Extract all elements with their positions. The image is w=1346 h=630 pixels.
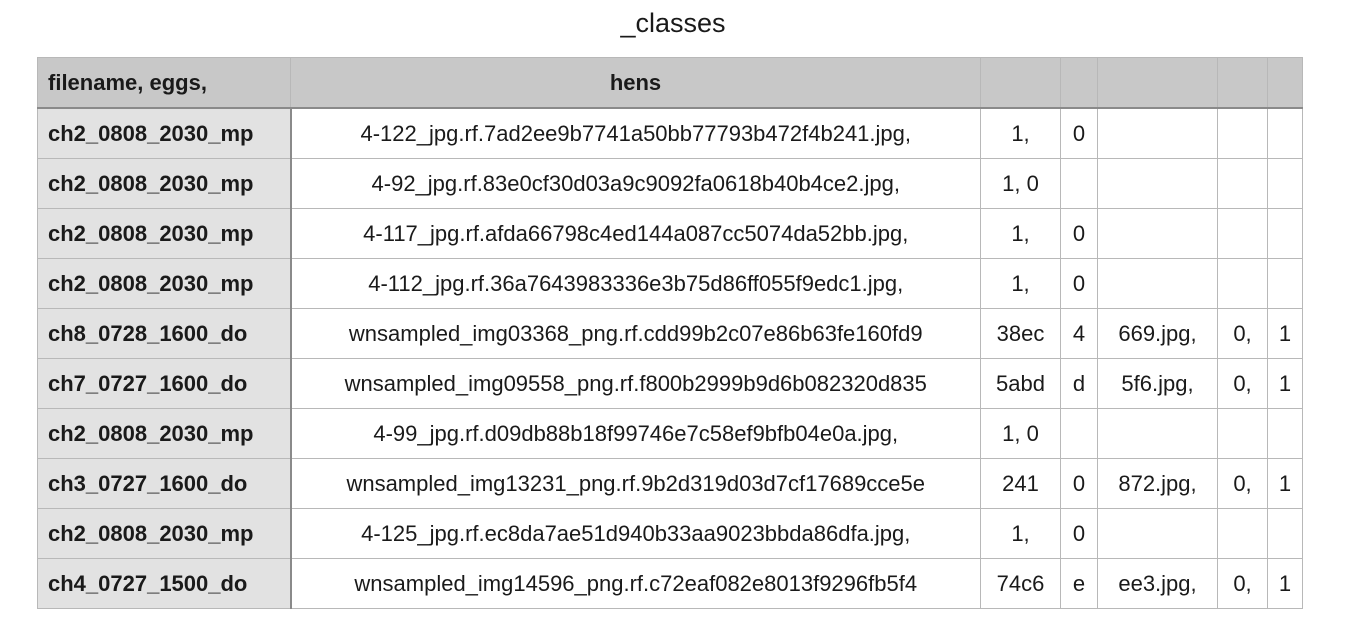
table-cell[interactable]: wnsampled_img13231_png.rf.9b2d319d03d7cf… bbox=[290, 458, 981, 509]
row-header-cell[interactable]: ch8_0728_1600_do bbox=[37, 308, 292, 359]
table-cell[interactable] bbox=[1217, 408, 1268, 459]
table-cell[interactable]: 1 bbox=[1267, 558, 1303, 609]
table-cell[interactable]: 1 bbox=[1267, 308, 1303, 359]
table-cell[interactable]: 4-99_jpg.rf.d09db88b18f99746e7c58ef9bfb0… bbox=[290, 408, 981, 459]
row-header-cell[interactable]: ch2_0808_2030_mp bbox=[37, 158, 292, 209]
table-cell[interactable]: 1, 0 bbox=[980, 158, 1061, 209]
data-table: filename, eggs, hens ch2_0808_2030_mp 4-… bbox=[37, 57, 1303, 609]
table-cell[interactable] bbox=[1097, 508, 1218, 559]
table-cell[interactable]: ee3.jpg, bbox=[1097, 558, 1218, 609]
table-row: ch2_0808_2030_mp 4-112_jpg.rf.36a7643983… bbox=[37, 258, 1303, 309]
table-cell[interactable] bbox=[1267, 258, 1303, 309]
table-cell[interactable]: 74c6 bbox=[980, 558, 1061, 609]
table-cell[interactable] bbox=[1267, 508, 1303, 559]
table-cell[interactable] bbox=[1267, 208, 1303, 259]
table-cell[interactable]: wnsampled_img09558_png.rf.f800b2999b9d6b… bbox=[290, 358, 981, 409]
table-cell[interactable] bbox=[1060, 408, 1098, 459]
table-cell[interactable] bbox=[1217, 208, 1268, 259]
table-cell[interactable]: 4-112_jpg.rf.36a7643983336e3b75d86ff055f… bbox=[290, 258, 981, 309]
table-cell[interactable]: 0, bbox=[1217, 458, 1268, 509]
table-row: ch2_0808_2030_mp 4-125_jpg.rf.ec8da7ae51… bbox=[37, 508, 1303, 559]
table-cell[interactable]: 0, bbox=[1217, 308, 1268, 359]
table-cell[interactable]: 1, bbox=[980, 508, 1061, 559]
table-cell[interactable]: 1, bbox=[980, 208, 1061, 259]
column-header[interactable]: hens bbox=[290, 57, 981, 109]
table-cell[interactable]: 4-125_jpg.rf.ec8da7ae51d940b33aa9023bbda… bbox=[290, 508, 981, 559]
table-cell[interactable]: 669.jpg, bbox=[1097, 308, 1218, 359]
column-header[interactable] bbox=[1097, 57, 1218, 109]
table-cell[interactable] bbox=[1267, 158, 1303, 209]
table-cell[interactable] bbox=[1267, 408, 1303, 459]
table-row: ch7_0727_1600_do wnsampled_img09558_png.… bbox=[37, 358, 1303, 409]
table-cell[interactable]: 4-117_jpg.rf.afda66798c4ed144a087cc5074d… bbox=[290, 208, 981, 259]
table-row: ch2_0808_2030_mp 4-92_jpg.rf.83e0cf30d03… bbox=[37, 158, 1303, 209]
table-cell[interactable]: 4 bbox=[1060, 308, 1098, 359]
table-cell[interactable]: 5f6.jpg, bbox=[1097, 358, 1218, 409]
table-cell[interactable]: 1 bbox=[1267, 458, 1303, 509]
table-cell[interactable]: 1, bbox=[980, 107, 1061, 159]
table-cell[interactable]: wnsampled_img03368_png.rf.cdd99b2c07e86b… bbox=[290, 308, 981, 359]
column-header[interactable] bbox=[980, 57, 1061, 109]
table-cell[interactable] bbox=[1217, 258, 1268, 309]
row-header-cell[interactable]: ch2_0808_2030_mp bbox=[37, 208, 292, 259]
table-cell[interactable]: 4-122_jpg.rf.7ad2ee9b7741a50bb77793b472f… bbox=[290, 107, 981, 159]
table-cell[interactable] bbox=[1217, 107, 1268, 159]
row-header-cell[interactable]: ch2_0808_2030_mp bbox=[37, 408, 292, 459]
table-cell[interactable] bbox=[1097, 107, 1218, 159]
header-row: filename, eggs, hens bbox=[37, 57, 1303, 109]
table-cell[interactable] bbox=[1097, 158, 1218, 209]
table-cell[interactable]: 0 bbox=[1060, 208, 1098, 259]
row-header-cell[interactable]: ch2_0808_2030_mp bbox=[37, 107, 292, 159]
table-cell[interactable]: wnsampled_img14596_png.rf.c72eaf082e8013… bbox=[290, 558, 981, 609]
table-cell[interactable] bbox=[1217, 158, 1268, 209]
table-cell[interactable]: 872.jpg, bbox=[1097, 458, 1218, 509]
table-row: ch8_0728_1600_do wnsampled_img03368_png.… bbox=[37, 308, 1303, 359]
column-header[interactable] bbox=[1060, 57, 1098, 109]
table-cell[interactable] bbox=[1060, 158, 1098, 209]
sheet-title: _classes bbox=[620, 8, 726, 38]
table-cell[interactable] bbox=[1097, 258, 1218, 309]
table-cell[interactable]: 0 bbox=[1060, 508, 1098, 559]
row-header-cell[interactable]: ch3_0727_1600_do bbox=[37, 458, 292, 509]
table-cell[interactable]: 4-92_jpg.rf.83e0cf30d03a9c9092fa0618b40b… bbox=[290, 158, 981, 209]
table-cell[interactable]: 1, 0 bbox=[980, 408, 1061, 459]
table-row: ch3_0727_1600_do wnsampled_img13231_png.… bbox=[37, 458, 1303, 509]
row-header-cell[interactable]: ch4_0727_1500_do bbox=[37, 558, 292, 609]
column-header[interactable] bbox=[1217, 57, 1268, 109]
table-cell[interactable]: 0 bbox=[1060, 258, 1098, 309]
table-cell[interactable]: 0, bbox=[1217, 358, 1268, 409]
table-cell[interactable]: 5abd bbox=[980, 358, 1061, 409]
table-cell[interactable]: 1 bbox=[1267, 358, 1303, 409]
table-cell[interactable]: 0, bbox=[1217, 558, 1268, 609]
row-header-cell[interactable]: ch2_0808_2030_mp bbox=[37, 508, 292, 559]
table-cell[interactable] bbox=[1097, 208, 1218, 259]
table-cell[interactable] bbox=[1217, 508, 1268, 559]
row-header-cell[interactable]: ch2_0808_2030_mp bbox=[37, 258, 292, 309]
table-cell[interactable]: 241 bbox=[980, 458, 1061, 509]
table-cell[interactable]: e bbox=[1060, 558, 1098, 609]
table-cell[interactable] bbox=[1267, 107, 1303, 159]
table-row: ch4_0727_1500_do wnsampled_img14596_png.… bbox=[37, 558, 1303, 609]
table-cell[interactable]: d bbox=[1060, 358, 1098, 409]
table-cell[interactable] bbox=[1097, 408, 1218, 459]
column-header[interactable] bbox=[1267, 57, 1303, 109]
table-row: ch2_0808_2030_mp 4-117_jpg.rf.afda66798c… bbox=[37, 208, 1303, 259]
table-cell[interactable]: 0 bbox=[1060, 107, 1098, 159]
table-row: ch2_0808_2030_mp 4-99_jpg.rf.d09db88b18f… bbox=[37, 408, 1303, 459]
table-cell[interactable]: 1, bbox=[980, 258, 1061, 309]
row-header-cell[interactable]: ch7_0727_1600_do bbox=[37, 358, 292, 409]
column-header[interactable]: filename, eggs, bbox=[37, 57, 291, 109]
table-row: ch2_0808_2030_mp 4-122_jpg.rf.7ad2ee9b77… bbox=[37, 107, 1303, 159]
table-cell[interactable]: 38ec bbox=[980, 308, 1061, 359]
table-cell[interactable]: 0 bbox=[1060, 458, 1098, 509]
